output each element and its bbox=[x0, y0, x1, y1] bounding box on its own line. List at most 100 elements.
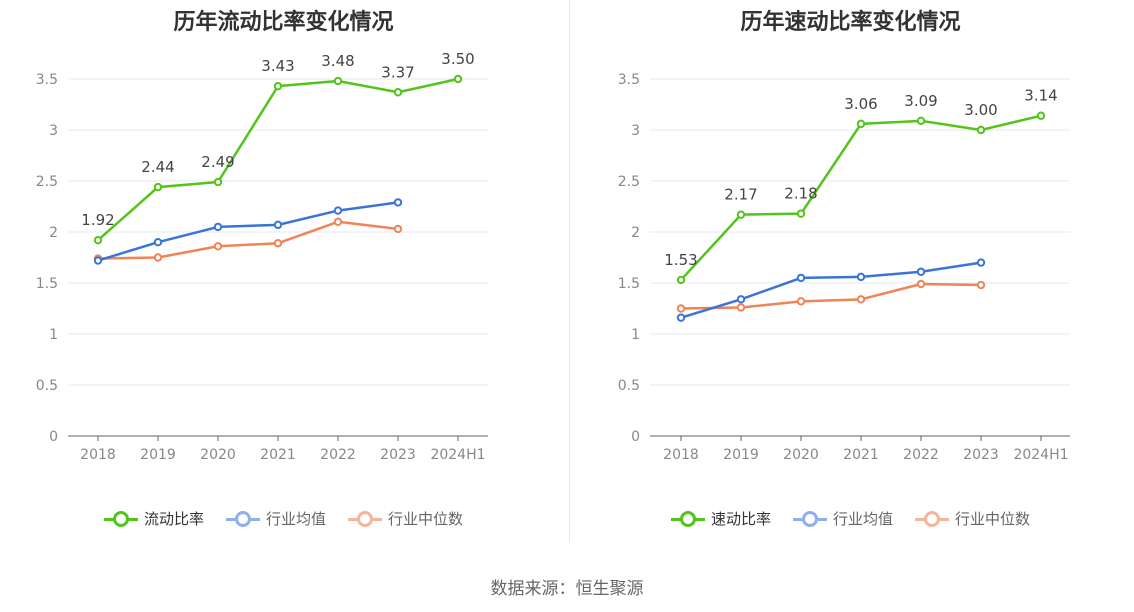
legend-item-industry-avg[interactable]: 行业均值 bbox=[792, 508, 893, 529]
legend-label: 行业中位数 bbox=[955, 510, 1031, 528]
data-point-company bbox=[153, 182, 163, 192]
data-point-industry_median bbox=[213, 242, 223, 251]
y-tick-label: 1 bbox=[49, 327, 58, 343]
x-tick-label: 2024H1 bbox=[1013, 447, 1068, 463]
x-tick-label: 2023 bbox=[963, 447, 999, 463]
data-label: 2.49 bbox=[201, 153, 234, 171]
legend-marker-icon bbox=[225, 510, 260, 527]
data-point-industry_median bbox=[796, 297, 806, 306]
data-label: 2.18 bbox=[784, 185, 817, 203]
x-tick-label: 2021 bbox=[843, 447, 879, 463]
y-tick-label: 1.5 bbox=[618, 276, 640, 292]
data-point-company bbox=[856, 119, 866, 129]
data-label: 3.09 bbox=[904, 92, 937, 110]
legend-label: 流动比率 bbox=[143, 510, 204, 528]
data-point-company bbox=[333, 76, 343, 86]
data-point-industry_avg bbox=[213, 222, 223, 232]
data-point-company bbox=[796, 209, 806, 218]
panel-divider bbox=[569, 0, 570, 542]
data-point-company bbox=[393, 88, 403, 97]
series-line-industry_avg bbox=[680, 261, 982, 319]
data-point-company bbox=[273, 81, 283, 91]
x-tick-label: 2023 bbox=[380, 447, 416, 463]
chart-title: 历年速动比率变化情况 bbox=[740, 10, 961, 35]
data-point-industry_avg bbox=[153, 238, 163, 247]
data-label: 2.44 bbox=[141, 158, 174, 176]
data-label: 2.17 bbox=[724, 186, 757, 204]
series-line-industry_median bbox=[97, 220, 399, 260]
data-point-industry_avg bbox=[333, 206, 343, 215]
x-tick-label: 2022 bbox=[903, 447, 939, 463]
legend-label: 行业均值 bbox=[265, 510, 326, 528]
y-tick-label: 1 bbox=[631, 327, 640, 343]
y-tick-label: 3 bbox=[49, 123, 58, 139]
legend-marker-icon bbox=[348, 510, 382, 527]
x-tick-label: 2022 bbox=[320, 447, 356, 463]
legend-marker-icon bbox=[103, 510, 138, 527]
x-tick-label: 2024H1 bbox=[430, 447, 485, 463]
x-tick-label: 2018 bbox=[80, 447, 116, 463]
data-point-industry_avg bbox=[736, 295, 746, 304]
quick-ratio-chart: 历年速动比率变化情况 0 0.5 1 1.5 2 2.5 3 3.5 2018 2019 2020 2… bbox=[567, 0, 1134, 560]
data-point-industry_avg bbox=[676, 313, 686, 322]
y-tick-label: 3.5 bbox=[618, 72, 640, 88]
legend-item-industry-median[interactable]: 行业中位数 bbox=[348, 508, 463, 529]
data-point-industry_avg bbox=[93, 256, 103, 265]
y-tick-label: 1.5 bbox=[36, 276, 58, 292]
legend-label: 行业均值 bbox=[832, 510, 893, 528]
data-point-industry_median bbox=[856, 295, 866, 304]
x-tick-label: 2020 bbox=[783, 447, 819, 463]
series-line-industry_avg bbox=[97, 201, 399, 262]
data-label: 3.00 bbox=[964, 101, 997, 119]
data-point-industry_median bbox=[976, 280, 986, 290]
data-label: 1.92 bbox=[81, 211, 114, 229]
x-tick-label: 2020 bbox=[200, 447, 236, 463]
legend-marker-icon bbox=[915, 510, 949, 527]
current-ratio-plot: 0 0.5 1 1.5 2 2.5 3 3.5 2018 2019 2020 2021 2022 2023… bbox=[36, 50, 488, 463]
legend: 流动比率 行业均值 行业中位数 bbox=[0, 508, 567, 529]
data-label: 3.37 bbox=[381, 63, 414, 81]
legend-item-current-ratio[interactable]: 流动比率 bbox=[103, 508, 204, 529]
data-point-industry_avg bbox=[976, 258, 986, 267]
x-tick-label: 2021 bbox=[260, 447, 296, 463]
legend: 速动比率 行业均值 行业中位数 bbox=[567, 508, 1134, 529]
series-line-industry_median bbox=[680, 282, 982, 310]
legend-marker-icon bbox=[670, 510, 705, 527]
data-point-company bbox=[213, 177, 223, 187]
data-label: 3.48 bbox=[321, 52, 354, 70]
data-point-industry_median bbox=[273, 239, 283, 248]
data-point-company bbox=[976, 125, 986, 135]
data-point-company bbox=[1036, 111, 1046, 120]
legend-item-quick-ratio[interactable]: 速动比率 bbox=[670, 508, 771, 529]
x-tick-label: 2019 bbox=[723, 447, 759, 463]
legend-label: 行业中位数 bbox=[388, 510, 464, 528]
y-tick-label: 2.5 bbox=[36, 174, 58, 190]
data-point-company bbox=[93, 235, 103, 245]
y-tick-label: 3 bbox=[631, 123, 640, 139]
y-tick-label: 3.5 bbox=[36, 72, 58, 88]
data-label: 3.06 bbox=[844, 95, 877, 113]
data-label: 1.53 bbox=[664, 251, 697, 269]
legend-label: 速动比率 bbox=[710, 510, 771, 528]
data-point-company bbox=[676, 275, 686, 285]
data-point-company bbox=[736, 210, 746, 219]
legend-item-industry-avg[interactable]: 行业均值 bbox=[225, 508, 326, 529]
data-point-industry_median bbox=[916, 279, 926, 289]
y-tick-label: 0 bbox=[49, 429, 58, 445]
data-point-industry_median bbox=[736, 303, 746, 312]
data-point-industry_median bbox=[676, 304, 686, 313]
y-tick-label: 2 bbox=[631, 225, 640, 241]
data-point-industry_median bbox=[393, 224, 403, 234]
quick-ratio-plot: 0 0.5 1 1.5 2 2.5 3 3.5 2018 2019 2020 2021 2022 2023… bbox=[618, 72, 1070, 463]
y-tick-label: 0.5 bbox=[618, 378, 640, 394]
x-tick-label: 2018 bbox=[663, 447, 699, 463]
legend-item-industry-median[interactable]: 行业中位数 bbox=[915, 508, 1030, 529]
y-tick-label: 0.5 bbox=[36, 378, 58, 394]
data-point-industry_avg bbox=[393, 198, 403, 207]
current-ratio-chart: 历年流动比率变化情况 0 0.5 1 1.5 2 2.5 3 3.5 2018 2019 2020 2… bbox=[0, 0, 567, 560]
data-point-industry_avg bbox=[273, 220, 283, 230]
legend-marker-icon bbox=[792, 510, 827, 527]
data-point-company bbox=[453, 74, 463, 84]
data-source-note: 数据来源：恒生聚源 bbox=[490, 579, 644, 599]
y-tick-label: 2.5 bbox=[618, 174, 640, 190]
